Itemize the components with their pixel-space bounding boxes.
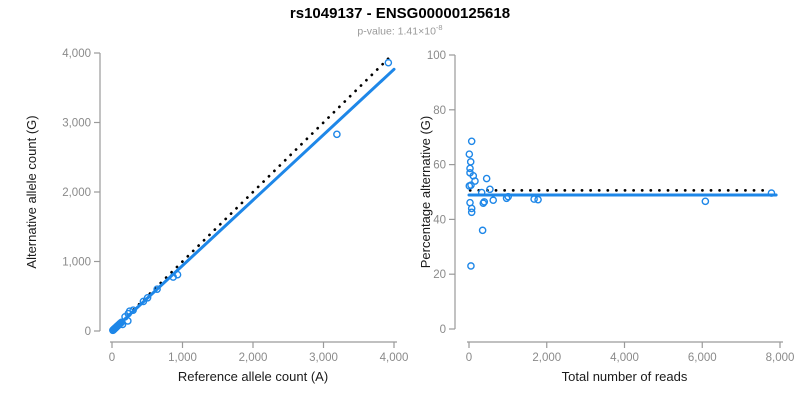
data-point	[482, 174, 491, 183]
data-point	[477, 188, 486, 197]
x-tick-label: 1,000	[168, 352, 197, 364]
y-tick-label: 3,000	[62, 118, 91, 130]
data-point	[125, 307, 134, 315]
data-point	[143, 293, 152, 302]
page-title: rs1049137 - ENSG00000125618	[289, 5, 511, 22]
data-point	[534, 195, 542, 204]
data-point	[467, 204, 476, 213]
y-tick-label: 80	[433, 105, 446, 117]
data-point	[466, 164, 474, 173]
x-tick-label: 6,000	[688, 352, 717, 364]
data-point	[471, 177, 479, 185]
y-tick-label: 0	[85, 326, 91, 338]
data-point	[467, 137, 476, 146]
y-tick-label: 4,000	[62, 48, 91, 60]
data-point	[124, 317, 132, 325]
data-point	[153, 285, 161, 293]
data-point	[173, 270, 182, 279]
data-point	[466, 158, 475, 166]
data-point	[478, 226, 487, 235]
y-tick-label: 100	[427, 50, 446, 62]
fit-line	[110, 67, 396, 333]
data-point	[467, 262, 475, 270]
data-point	[504, 192, 512, 201]
x-tick-label: 0	[466, 352, 472, 364]
y-tick-label: 60	[433, 160, 446, 172]
data-point	[479, 199, 488, 208]
x-axis-title: Total number of reads	[562, 369, 688, 384]
x-tick-label: 4,000	[380, 352, 409, 364]
allele-count-scatter: 0 1,000 2,000 3,000 4,000 0 1,000 2,000 3,000 4,0…	[24, 48, 408, 384]
data-point	[530, 195, 538, 203]
x-tick-label: 0	[109, 352, 115, 364]
x-tick-label: 8,000	[766, 352, 795, 364]
data-point	[465, 150, 474, 158]
data-point	[467, 208, 476, 217]
page-subtitle: p-value: 1.41×10-8	[0, 23, 800, 38]
data-point	[465, 182, 474, 190]
x-tick-label: 2,000	[532, 352, 561, 364]
data-point	[767, 189, 776, 197]
reference-dotted-line	[110, 55, 392, 333]
percentage-alternative-scatter: 0 20 40 60 80 100 0 2,000 4,000 6,000 8,000 Total n…	[418, 50, 794, 384]
p-value-text: p-value: 1.41×10	[357, 25, 436, 38]
data-point	[486, 185, 494, 194]
data-point	[489, 196, 498, 205]
x-tick-label: 2,000	[239, 352, 268, 364]
data-point	[701, 197, 710, 206]
x-tick-label: 3,000	[309, 352, 338, 364]
y-axis-title: Percentage alternative (G)	[418, 116, 433, 268]
data-point	[384, 58, 393, 67]
data-point	[115, 320, 124, 328]
data-point	[333, 130, 341, 139]
y-tick-label: 20	[433, 269, 446, 281]
y-tick-label: 2,000	[62, 187, 91, 199]
data-point	[118, 320, 127, 329]
y-tick-label: 1,000	[62, 257, 91, 269]
p-value-exponent: -8	[435, 23, 443, 32]
x-tick-label: 4,000	[610, 352, 639, 364]
x-axis-title: Reference allele count (A)	[178, 369, 328, 384]
data-point	[502, 194, 511, 203]
data-point	[129, 306, 137, 314]
y-tick-label: 40	[433, 214, 446, 226]
y-tick-label: 0	[440, 324, 446, 336]
data-point	[139, 297, 148, 306]
y-axis-title: Alternative allele count (G)	[24, 115, 39, 268]
